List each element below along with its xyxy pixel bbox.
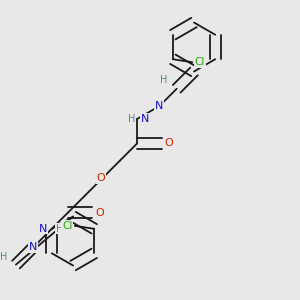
Text: H: H: [160, 75, 167, 85]
Text: N: N: [29, 242, 38, 252]
Text: H: H: [56, 224, 63, 233]
Text: Cl: Cl: [194, 57, 205, 67]
Text: N: N: [141, 114, 149, 124]
Text: O: O: [165, 138, 173, 148]
Text: O: O: [97, 173, 105, 183]
Text: N: N: [155, 101, 164, 111]
Text: Cl: Cl: [62, 221, 73, 231]
Text: H: H: [0, 252, 7, 262]
Text: O: O: [95, 208, 104, 218]
Text: N: N: [39, 224, 47, 233]
Text: H: H: [128, 114, 136, 124]
